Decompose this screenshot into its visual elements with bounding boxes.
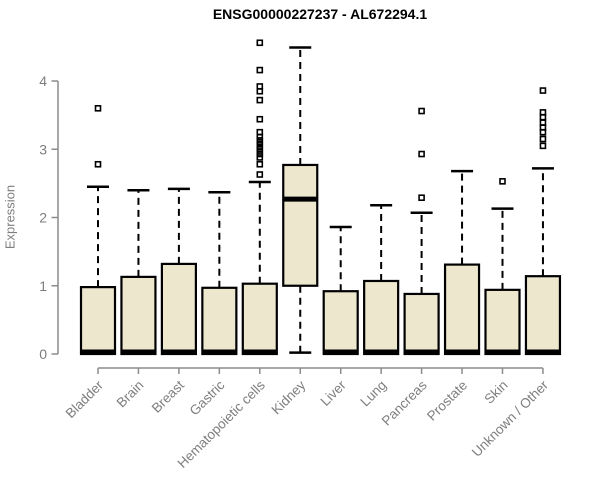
- outlier-point: [418, 194, 425, 202]
- outlier-point: [94, 105, 102, 112]
- y-tick-label: 0: [39, 346, 47, 362]
- x-category-label: Skin: [481, 378, 510, 407]
- box: [403, 292, 440, 356]
- box: [241, 282, 278, 356]
- x-category-label: Breast: [149, 377, 187, 415]
- y-tick-label: 4: [39, 73, 47, 89]
- outlier-point: [256, 66, 264, 74]
- outlier-point: [256, 154, 264, 161]
- x-category-label: Lung: [357, 378, 389, 410]
- x-category-label: Prostate: [424, 378, 470, 424]
- chart-title: ENSG00000227237 - AL672294.1: [212, 6, 428, 22]
- outlier-point: [256, 96, 264, 104]
- box: [524, 275, 562, 356]
- outlier-point: [418, 150, 425, 158]
- box: [160, 262, 197, 356]
- outlier-point: [539, 119, 547, 126]
- outlier-point: [256, 147, 264, 154]
- x-category-label: Pancreas: [379, 377, 430, 428]
- y-tick-label: 1: [39, 278, 47, 294]
- outlier-point: [539, 109, 547, 116]
- outlier-point: [539, 87, 547, 94]
- outlier-point: [499, 178, 506, 185]
- box: [120, 275, 157, 356]
- box: [363, 279, 400, 356]
- y-tick-label: 2: [39, 210, 47, 226]
- outlier-point: [256, 150, 264, 158]
- outlier-point: [256, 137, 264, 144]
- outlier-point: [256, 171, 264, 178]
- box: [282, 163, 319, 287]
- x-category-label: Liver: [318, 377, 350, 409]
- y-tick-label: 3: [39, 141, 47, 157]
- outlier-point: [256, 83, 264, 90]
- outlier-point: [256, 115, 264, 123]
- outlier-point: [256, 140, 264, 148]
- x-category-label: Unknown / Other: [469, 377, 552, 460]
- outlier-point: [256, 39, 264, 47]
- outlier-point: [256, 128, 264, 136]
- outlier-point: [539, 142, 547, 150]
- x-category-label: Kidney: [269, 377, 309, 417]
- outlier-point: [94, 160, 102, 168]
- outlier-point: [256, 160, 264, 168]
- box: [443, 263, 481, 356]
- box: [484, 288, 521, 356]
- outlier-point: [256, 143, 264, 151]
- x-category-label: Bladder: [63, 377, 107, 421]
- outlier-point: [539, 135, 547, 143]
- box: [201, 286, 238, 356]
- x-category-label: Brain: [114, 378, 147, 411]
- outlier-point: [418, 107, 425, 115]
- box: [322, 290, 359, 356]
- box: [79, 286, 117, 356]
